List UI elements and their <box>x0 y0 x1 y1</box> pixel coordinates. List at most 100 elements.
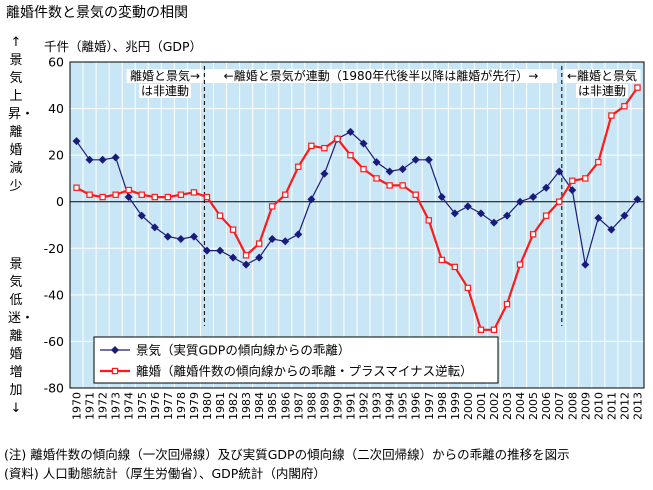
data-point-divorce <box>73 184 80 191</box>
data-point-gdp <box>189 232 198 241</box>
data-point-gdp <box>281 237 290 246</box>
y-tick-label: 0 <box>56 194 64 209</box>
legend: 景気（実質GDPの傾向線からの乖離） 離婚（離婚件数の傾向線からの乖離・プラスマイ… <box>93 336 499 384</box>
y-tick-label: -80 <box>44 381 64 396</box>
x-tick-label: 2001 <box>475 392 488 420</box>
data-point-divorce <box>425 217 432 224</box>
data-point-gdp <box>176 234 185 243</box>
data-point-gdp <box>137 211 146 220</box>
data-point-gdp <box>320 169 329 178</box>
data-point-gdp <box>124 193 133 202</box>
data-point-gdp <box>633 195 642 204</box>
legend-marker-gdp <box>111 346 119 354</box>
x-tick-label: 2002 <box>488 392 501 420</box>
data-point-gdp <box>111 153 120 162</box>
chart-title: 離婚件数と景気の変動の相関 <box>6 5 188 21</box>
x-tick-label: 1974 <box>123 392 136 420</box>
data-point-divorce <box>242 252 250 259</box>
x-tick-label: 1981 <box>214 392 227 420</box>
data-point-divorce <box>360 165 367 173</box>
x-tick-label: 1979 <box>188 392 201 420</box>
x-tick-label: 1996 <box>410 392 423 420</box>
data-point-gdp <box>255 253 264 262</box>
annotation-bg <box>139 84 191 98</box>
series-group <box>72 84 642 333</box>
data-point-divorce <box>464 284 472 292</box>
x-tick-label: 2008 <box>566 392 579 420</box>
x-tick-label: 1976 <box>149 392 162 420</box>
data-point-divorce <box>321 144 328 152</box>
data-point-gdp <box>163 232 172 241</box>
legend-marker-divorce <box>111 367 119 375</box>
data-point-gdp <box>411 155 420 164</box>
data-point-gdp <box>242 260 251 269</box>
y-tick-label: -20 <box>44 241 64 256</box>
data-point-divorce <box>86 191 93 198</box>
x-tick-label: 1977 <box>162 392 175 420</box>
data-point-gdp <box>359 139 368 148</box>
annotation-text: ←離婚と景気 <box>567 68 637 83</box>
data-point-gdp <box>542 183 551 192</box>
x-tick-label: 1971 <box>84 392 97 420</box>
data-point-divorce <box>229 226 237 233</box>
data-point-gdp <box>489 218 498 227</box>
annotation-text: は非連動 <box>578 84 626 98</box>
data-point-divorce <box>490 326 498 333</box>
x-tick-label: 2013 <box>631 392 644 420</box>
data-point-divorce <box>634 84 641 91</box>
data-point-gdp <box>516 197 525 206</box>
data-point-divorce <box>190 189 198 196</box>
data-point-divorce <box>451 263 459 271</box>
x-tick-label: 1972 <box>97 392 110 420</box>
data-point-divorce <box>269 203 276 210</box>
data-point-gdp <box>294 230 303 239</box>
x-tick-label: 2011 <box>605 392 618 420</box>
y-tick-label: 60 <box>48 55 64 70</box>
x-tick-label: 1999 <box>449 392 462 420</box>
data-point-gdp <box>216 246 225 255</box>
x-tick-label: 2010 <box>592 392 605 420</box>
data-point-gdp <box>372 158 381 167</box>
data-point-gdp <box>620 211 629 220</box>
annotation-bg <box>205 69 557 83</box>
data-point-divorce <box>399 182 406 189</box>
x-tick-label: 1970 <box>71 392 84 420</box>
x-tick-label: 1987 <box>292 392 305 420</box>
x-tick-label: 2000 <box>462 392 475 420</box>
data-point-gdp <box>346 127 355 136</box>
legend-label-1: 離婚（離婚件数の傾向線からの乖離・プラスマイナス逆転） <box>136 364 473 379</box>
footnote-note: (注) 離婚件数の傾向線（一次回帰線）及び実質GDPの傾向線（二次回帰線）からの… <box>4 447 570 462</box>
annotation-text: 離婚と景気→ <box>130 68 200 83</box>
x-tick-label: 1973 <box>110 392 123 420</box>
data-point-divorce <box>373 175 380 182</box>
data-point-gdp <box>568 186 577 195</box>
x-tick-label: 1994 <box>384 392 397 420</box>
x-tick-label: 1983 <box>240 392 253 420</box>
y-axis-units-label: 千件（離婚）、兆円（GDP） <box>44 39 203 54</box>
x-tick-label: 2003 <box>501 392 514 420</box>
x-tick-label: 1988 <box>305 392 318 420</box>
data-point-divorce <box>295 163 302 170</box>
data-point-gdp <box>463 202 472 211</box>
data-point-divorce <box>582 175 589 182</box>
data-point-divorce <box>503 300 511 308</box>
data-point-gdp <box>229 253 238 262</box>
x-tick-label: 1995 <box>397 392 410 420</box>
plot-frame <box>69 61 645 389</box>
x-tick-label: 2007 <box>553 392 566 420</box>
x-tick-label: 1978 <box>175 392 188 420</box>
annotation-bg <box>563 69 641 83</box>
data-point-divorce <box>569 177 576 184</box>
x-tick-label: 2006 <box>540 392 553 420</box>
x-tick-label: 1980 <box>201 392 214 420</box>
data-point-divorce <box>608 112 615 119</box>
x-tick-label: 1989 <box>318 392 331 420</box>
data-point-divorce <box>164 193 172 201</box>
x-tick-label: 2009 <box>579 392 592 420</box>
data-point-gdp <box>398 165 407 174</box>
data-point-divorce <box>477 326 485 333</box>
legend-label-0: 景気（実質GDPの傾向線からの乖離） <box>136 343 350 358</box>
y-tick-label: 40 <box>48 101 64 116</box>
x-tick-label: 2005 <box>527 392 540 420</box>
x-tick-label: 1997 <box>423 392 436 420</box>
